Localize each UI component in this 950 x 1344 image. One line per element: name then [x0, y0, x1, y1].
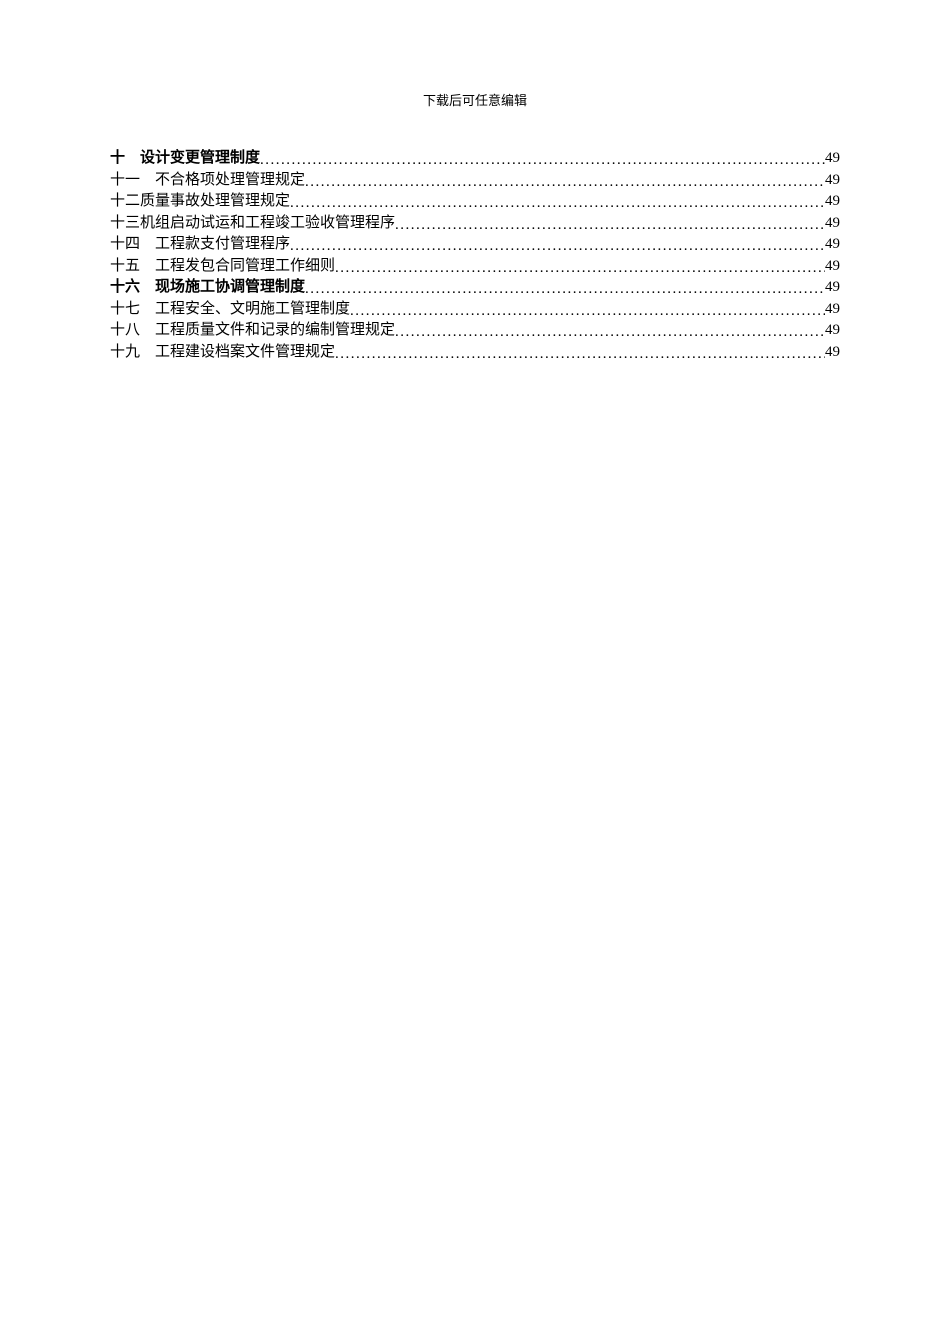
toc-entry-title: 现场施工协调管理制度	[155, 280, 305, 295]
toc-entry: 十三 机组启动试运和工程竣工验收管理程序 49	[110, 216, 840, 231]
toc-entry-number: 十一	[110, 173, 155, 188]
toc-entry: 十四 工程款支付管理程序 49	[110, 237, 840, 252]
toc-entry-page: 49	[825, 237, 840, 252]
toc-leader-dots	[335, 347, 825, 362]
toc-entry: 十 设计变更管理制度 49	[110, 151, 840, 166]
toc-leader-dots	[395, 325, 825, 340]
toc-leader-dots	[395, 218, 825, 233]
toc-entry-page: 49	[825, 323, 840, 338]
toc-entry-number: 十八	[110, 323, 155, 338]
toc-leader-dots	[350, 304, 825, 319]
page-header: 下载后可任意编辑	[110, 90, 840, 109]
toc-entry-page: 49	[825, 302, 840, 317]
toc-entry-title: 质量事故处理管理规定	[140, 194, 290, 209]
toc-entry-number: 十四	[110, 237, 155, 252]
toc-entry-page: 49	[825, 194, 840, 209]
toc-entry-page: 49	[825, 280, 840, 295]
toc-entry-number: 十二	[110, 194, 140, 209]
table-of-contents: 十 设计变更管理制度49十一 不合格项处理管理规定49十二 质量事故处理管理规定…	[110, 151, 840, 360]
toc-entry-page: 49	[825, 173, 840, 188]
toc-entry: 十六 现场施工协调管理制度 49	[110, 280, 840, 295]
toc-entry-title: 工程发包合同管理工作细则	[155, 259, 335, 274]
toc-entry-page: 49	[825, 151, 840, 166]
toc-leader-dots	[290, 196, 825, 211]
toc-entry-page: 49	[825, 259, 840, 274]
toc-entry: 十一 不合格项处理管理规定 49	[110, 173, 840, 188]
toc-entry: 十九 工程建设档案文件管理规定 49	[110, 345, 840, 360]
toc-entry-number: 十九	[110, 345, 155, 360]
toc-entry-title: 工程质量文件和记录的编制管理规定	[155, 323, 395, 338]
toc-entry: 十五 工程发包合同管理工作细则 49	[110, 259, 840, 274]
toc-entry: 十二 质量事故处理管理规定 49	[110, 194, 840, 209]
toc-entry-title: 工程款支付管理程序	[155, 237, 290, 252]
toc-leader-dots	[290, 239, 825, 254]
toc-entry: 十七 工程安全、文明施工管理制度 49	[110, 302, 840, 317]
toc-entry-number: 十六	[110, 280, 155, 295]
toc-leader-dots	[335, 261, 825, 276]
toc-entry-page: 49	[825, 216, 840, 231]
toc-entry-title: 工程安全、文明施工管理制度	[155, 302, 350, 317]
toc-entry-title: 设计变更管理制度	[140, 151, 260, 166]
toc-entry-number: 十七	[110, 302, 155, 317]
toc-entry-page: 49	[825, 345, 840, 360]
toc-entry-number: 十三	[110, 216, 140, 231]
toc-entry-number: 十五	[110, 259, 155, 274]
toc-leader-dots	[305, 282, 825, 297]
toc-entry-title: 机组启动试运和工程竣工验收管理程序	[140, 216, 395, 231]
toc-entry-title: 不合格项处理管理规定	[155, 173, 305, 188]
toc-entry-title: 工程建设档案文件管理规定	[155, 345, 335, 360]
toc-leader-dots	[305, 175, 825, 190]
toc-entry-number: 十	[110, 151, 140, 166]
toc-entry: 十八 工程质量文件和记录的编制管理规定 49	[110, 323, 840, 338]
toc-leader-dots	[260, 153, 825, 168]
